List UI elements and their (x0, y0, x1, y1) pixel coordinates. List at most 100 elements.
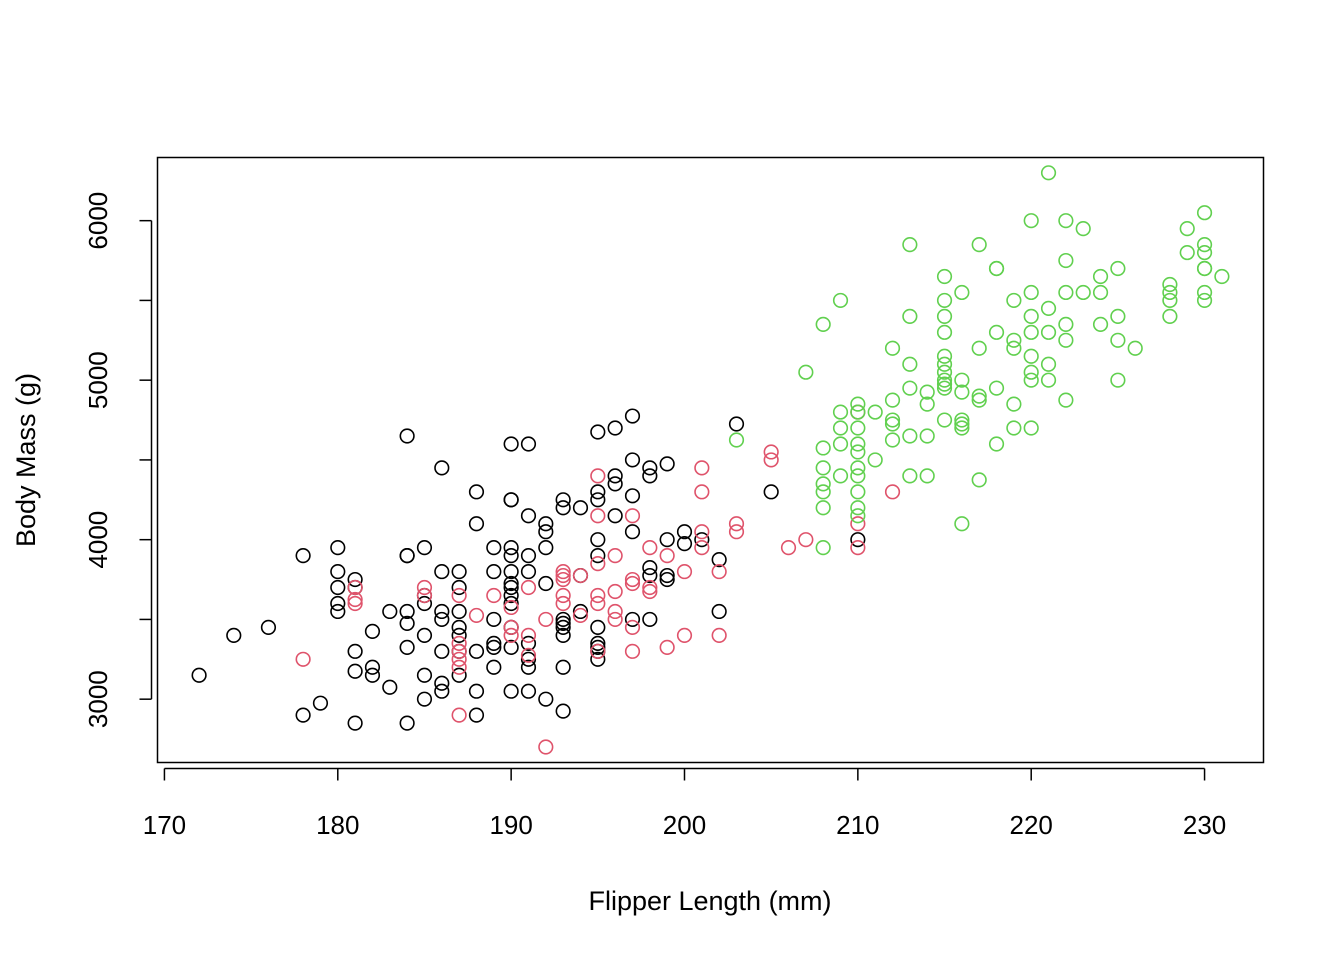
data-point (694, 540, 710, 556)
data-point (1040, 372, 1057, 388)
data-point (347, 643, 363, 659)
data-point (330, 563, 346, 580)
x-tick-label: 170 (143, 810, 186, 840)
data-point (503, 683, 519, 699)
data-point (815, 460, 831, 476)
data-point (936, 348, 953, 364)
data-point (954, 284, 970, 301)
data-point (520, 563, 537, 580)
data-point (624, 408, 641, 424)
data-point (884, 392, 901, 408)
data-point (936, 356, 953, 372)
data-point (850, 540, 866, 556)
data-point (468, 516, 485, 532)
data-point (451, 651, 467, 667)
data-point (555, 492, 571, 508)
data-point (590, 468, 606, 484)
data-point (1006, 340, 1022, 356)
data-point (520, 627, 537, 643)
x-tick-label: 220 (1010, 810, 1053, 840)
data-point (503, 540, 519, 556)
y-tick-label: 3000 (83, 670, 113, 728)
data-point (1214, 268, 1230, 285)
data-point (555, 627, 571, 643)
data-point (295, 651, 311, 667)
data-point (867, 452, 883, 468)
data-point (416, 627, 433, 643)
data-point (902, 468, 918, 484)
data-point (850, 468, 866, 484)
data-point (1196, 205, 1213, 221)
data-point (347, 715, 363, 731)
data-point (1006, 292, 1022, 309)
data-point (1023, 308, 1039, 324)
data-point (555, 563, 571, 580)
data-point (1040, 324, 1057, 340)
data-point (503, 619, 519, 635)
data-point (850, 532, 866, 548)
data-point (1058, 392, 1074, 408)
data-point (1196, 260, 1213, 277)
data-point (1023, 372, 1039, 388)
data-points (191, 165, 1230, 755)
data-point (676, 536, 693, 552)
data-point (624, 611, 641, 628)
data-point (711, 563, 727, 580)
data-point (832, 436, 849, 452)
data-point (832, 404, 849, 420)
data-point (451, 635, 467, 651)
data-point (590, 639, 606, 655)
data-point (520, 683, 537, 699)
data-point (520, 635, 537, 651)
data-point (624, 524, 641, 540)
data-point (451, 627, 467, 643)
data-point (451, 587, 467, 604)
data-point (1023, 364, 1039, 380)
data-point (572, 607, 589, 624)
data-point (798, 532, 814, 548)
data-point (538, 739, 554, 755)
data-point (624, 508, 641, 524)
data-point (1023, 324, 1039, 340)
y-axis-title: Body Mass (g) (11, 373, 41, 547)
x-axis-title: Flipper Length (mm) (588, 886, 831, 916)
data-point (451, 707, 467, 723)
x-tick-label: 200 (663, 810, 706, 840)
data-point (694, 484, 710, 500)
data-point (312, 695, 329, 711)
data-point (555, 500, 571, 516)
data-point (416, 540, 433, 556)
data-point (642, 559, 658, 576)
data-point (555, 571, 571, 588)
data-point (434, 643, 450, 659)
data-point (330, 603, 346, 620)
data-point (1040, 300, 1057, 316)
data-point (988, 436, 1005, 452)
data-point (416, 579, 433, 596)
data-point (936, 364, 953, 380)
data-point (520, 548, 537, 564)
data-point (503, 492, 519, 508)
data-point (382, 679, 398, 695)
data-point (1162, 292, 1178, 309)
data-point (590, 595, 606, 612)
data-point (590, 555, 606, 572)
data-point (260, 619, 277, 635)
data-point (555, 615, 571, 632)
data-point (884, 340, 901, 356)
data-point (607, 476, 623, 492)
data-point (191, 667, 207, 683)
data-point (520, 436, 537, 452)
data-point (1006, 420, 1022, 436)
data-point (624, 488, 641, 504)
data-point (676, 627, 693, 643)
data-point (468, 683, 485, 699)
data-point (694, 460, 710, 476)
data-point (590, 492, 606, 508)
data-point (1092, 284, 1109, 301)
data-point (815, 316, 831, 332)
data-point (607, 468, 623, 484)
data-point (399, 615, 415, 632)
data-point (676, 563, 693, 580)
data-point (954, 420, 970, 436)
